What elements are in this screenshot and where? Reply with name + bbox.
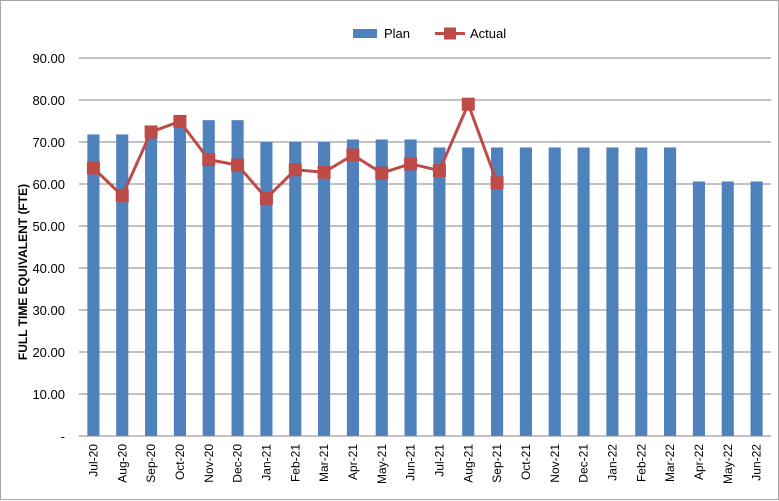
bar-plan-aug-20 [116,134,129,436]
y-tick-label: 30.00 [32,303,65,318]
gridlines [79,57,771,395]
point-actual-apr-21 [346,148,360,162]
bar-plan-mar-21 [318,142,331,436]
x-tick-label: Dec-20 [231,444,245,483]
x-tick-label: Jul-21 [432,444,446,477]
bar-plan-apr-22 [692,181,705,436]
y-tick-label: 90.00 [32,51,65,66]
bar-plan-nov-21 [548,147,561,436]
y-tick-label: 80.00 [32,93,65,108]
x-tick-label: Mar-21 [317,444,331,482]
y-tick-label: 60.00 [32,177,65,192]
x-tick-label: Mar-22 [663,444,677,482]
bar-plan-jun-22 [750,181,763,436]
point-actual-aug-20 [115,189,129,203]
legend-label-plan: Plan [384,26,410,41]
x-tick-label: Nov-21 [548,444,562,483]
point-actual-dec-20 [231,158,245,172]
y-tick-label: 20.00 [32,345,65,360]
x-tick-label: Aug-20 [115,444,129,483]
point-actual-sep-21 [490,176,504,190]
bar-plan-may-22 [721,181,734,436]
x-tick-label: Feb-22 [634,444,648,482]
bar-plan-sep-20 [145,134,158,436]
bar-plan-dec-20 [231,120,244,436]
legend-label-actual: Actual [470,26,506,41]
point-actual-jun-21 [404,157,418,171]
bar-plan-feb-21 [289,142,302,436]
x-tick-label: Feb-21 [288,444,302,482]
x-tick-label: May-21 [375,444,389,484]
y-tick-label: 10.00 [32,387,65,402]
x-tick-label: Apr-21 [346,444,360,480]
bar-plan-nov-20 [202,120,215,436]
x-tick-label: Oct-21 [519,444,533,480]
bar-plan-sep-21 [491,147,504,436]
x-tick-label: May-22 [721,444,735,484]
x-tick-label: Jun-22 [750,444,764,481]
y-tick-label: - [61,429,65,444]
point-actual-feb-21 [288,163,302,177]
bar-plan-jan-21 [260,142,273,436]
x-tick-label: Dec-21 [577,444,591,483]
bar-plan-mar-22 [664,147,677,436]
bar-plan-oct-20 [173,120,186,436]
legend-marker-actual [444,27,456,40]
x-tick-label: Jun-21 [404,444,418,481]
bar-plan-jul-20 [87,134,100,436]
point-actual-aug-21 [461,97,475,111]
y-tick-label: 70.00 [32,135,65,150]
x-tick-label: Sep-21 [490,444,504,483]
point-actual-may-21 [375,166,389,180]
y-axis-title: FULL TIME EQUIVALENT (FTE) [16,184,30,360]
bar-plan-aug-21 [462,147,475,436]
bar-plan-jan-22 [606,147,619,436]
point-actual-jul-20 [86,161,100,175]
x-tick-label: Aug-21 [461,444,475,483]
x-tick-label: Oct-20 [173,444,187,480]
legend-swatch-plan [353,29,377,38]
plan-bars [87,120,763,437]
y-tick-label: 40.00 [32,261,65,276]
point-actual-mar-21 [317,165,331,179]
point-actual-sep-20 [144,125,158,139]
y-axis-ticks: - 10.00 20.00 30.00 40.00 50.00 60.00 70.00 80.0… [32,51,65,444]
bar-plan-dec-21 [577,147,590,436]
legend: Plan Actual [353,26,506,41]
x-tick-label: Jul-20 [86,444,100,477]
point-actual-nov-20 [202,153,216,167]
x-tick-label: Apr-22 [692,444,706,480]
bar-plan-jun-21 [404,139,417,437]
point-actual-jan-21 [259,191,273,205]
bar-plan-apr-21 [346,139,359,437]
x-tick-label: Sep-20 [144,444,158,483]
bar-plan-oct-21 [519,147,532,436]
x-tick-label: Jan-22 [605,444,619,481]
bar-plan-may-21 [375,139,388,437]
point-actual-jul-21 [432,164,446,178]
y-tick-label: 50.00 [32,219,65,234]
x-tick-label: Nov-20 [202,444,216,483]
x-tick-label: Jan-21 [259,444,273,481]
point-actual-oct-20 [173,114,187,128]
bar-plan-feb-22 [635,147,648,436]
actual-line [86,97,504,205]
x-axis-ticks: Jul-20 Aug-20 Sep-20 Oct-20 Nov-20 Dec-20 Jan-… [86,444,763,484]
bar-plan-jul-21 [433,147,446,436]
